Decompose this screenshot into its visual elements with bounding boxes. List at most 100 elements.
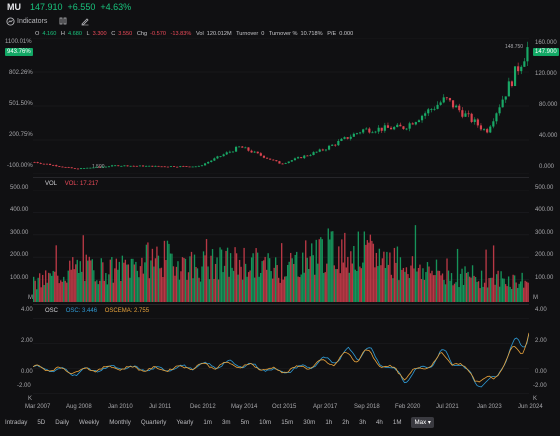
period-5m[interactable]: 5m [240, 419, 250, 426]
vol-right-tick: 200.00 [535, 252, 554, 258]
price-candle [179, 166, 182, 167]
price-change-pct: +4.63% [100, 2, 132, 12]
price-candle [427, 109, 430, 114]
vol-bar [333, 265, 335, 302]
vol-bar [501, 278, 504, 302]
period-10m[interactable]: 10m [259, 419, 272, 426]
price-candle [176, 166, 179, 168]
panel-divider [33, 177, 529, 178]
vol-bar [219, 247, 221, 302]
period-weekly[interactable]: Weekly [79, 419, 100, 426]
price-candle [52, 165, 55, 166]
vol-bar [42, 274, 44, 302]
vol-bar [332, 231, 334, 302]
vol-bar [402, 267, 405, 302]
vol-bar [117, 269, 119, 302]
vol-bar [407, 274, 409, 302]
vol-bar [422, 268, 424, 302]
price-candle [402, 126, 405, 129]
vol-bar [166, 240, 169, 302]
vol-bar [186, 279, 188, 302]
vol-bar [345, 267, 347, 302]
vol-bar [524, 280, 526, 302]
period-30m[interactable]: 30m [303, 419, 316, 426]
period-yearly[interactable]: Yearly [176, 419, 194, 426]
price-candle [269, 158, 272, 160]
period-3h[interactable]: 3h [359, 419, 366, 426]
osc-left-tick: 4.00 [21, 307, 33, 313]
vol-right-tick: 500.00 [535, 185, 554, 191]
price-candle [451, 100, 455, 108]
price-right-tick: 80.000 [539, 102, 558, 108]
period-intraday[interactable]: Intraday [5, 419, 28, 426]
period-quarterly[interactable]: Quarterly [140, 419, 167, 426]
period-monthly[interactable]: Monthly [109, 419, 131, 426]
vol-bar [471, 265, 474, 302]
vol-bar [204, 255, 206, 302]
draw-tool-icon[interactable] [79, 15, 91, 27]
period-3m[interactable]: 3m [221, 419, 231, 426]
price-candle [151, 165, 154, 167]
vol-bar [255, 248, 257, 302]
price-candle [213, 158, 216, 161]
x-tick: Dec 2012 [190, 404, 216, 410]
vol-bar [375, 252, 378, 302]
compare-icon[interactable] [57, 15, 69, 27]
osc-right-unit: K [533, 396, 538, 402]
vol-bar [288, 261, 290, 302]
price-candle [355, 133, 359, 134]
period-4h[interactable]: 4h [375, 419, 383, 426]
period-daily[interactable]: Daily [55, 419, 70, 426]
price-candle [498, 107, 501, 114]
price-candle [479, 125, 483, 130]
oscillator-chart[interactable] [33, 316, 529, 401]
osc-value: OSC: 3.446 [65, 308, 98, 314]
vol-bar [503, 278, 505, 302]
price-left-tick: 802.26% [9, 70, 33, 76]
price-candle [436, 104, 439, 109]
vol-bar [509, 286, 511, 302]
vol-bar [393, 247, 396, 302]
vol-bar [338, 246, 340, 302]
price-chart[interactable] [33, 38, 529, 174]
vol-bar [305, 240, 307, 302]
price-candle [430, 109, 433, 110]
price-candle [312, 152, 315, 156]
vol-bar [282, 279, 284, 302]
high-value: 4.680 [67, 31, 82, 37]
price-left-tick: 200.75% [9, 132, 33, 138]
vol-bar [45, 270, 47, 302]
period-2h[interactable]: 2h [342, 419, 350, 426]
vol-bar [446, 258, 448, 302]
price-candle [318, 149, 321, 152]
price-candle [284, 163, 287, 164]
period-1m[interactable]: 1m [203, 419, 212, 426]
osc-left-tick: -2.00 [17, 383, 31, 389]
price-candle [424, 113, 427, 116]
vol-bar [437, 270, 439, 302]
osc-right-tick: 4.00 [535, 307, 547, 313]
vol-bar [94, 281, 96, 302]
period-1h[interactable]: 1h [325, 419, 333, 426]
vol-bar [195, 266, 197, 302]
vol-bar [229, 253, 232, 302]
period-max[interactable]: Max ▾ [411, 417, 434, 428]
x-tick: Jan 2023 [477, 404, 502, 410]
vol-bar [268, 258, 271, 302]
period-5d[interactable]: 5D [37, 419, 46, 426]
vol-bar [291, 258, 293, 302]
price-candle [265, 157, 269, 159]
price-candle [346, 137, 349, 139]
period-1M[interactable]: 1M [392, 419, 402, 426]
vol-bar [423, 279, 426, 302]
indicators-button[interactable]: Indicators [6, 16, 47, 26]
price-candle [272, 159, 275, 161]
period-15m[interactable]: 15m [281, 419, 294, 426]
vol-bar [417, 267, 420, 302]
volume-chart[interactable] [33, 190, 529, 302]
vol-bar [293, 263, 295, 302]
vol-bar [302, 252, 304, 302]
vol-bar [40, 287, 42, 302]
price-candle [207, 161, 210, 164]
vol-bar [488, 278, 490, 302]
